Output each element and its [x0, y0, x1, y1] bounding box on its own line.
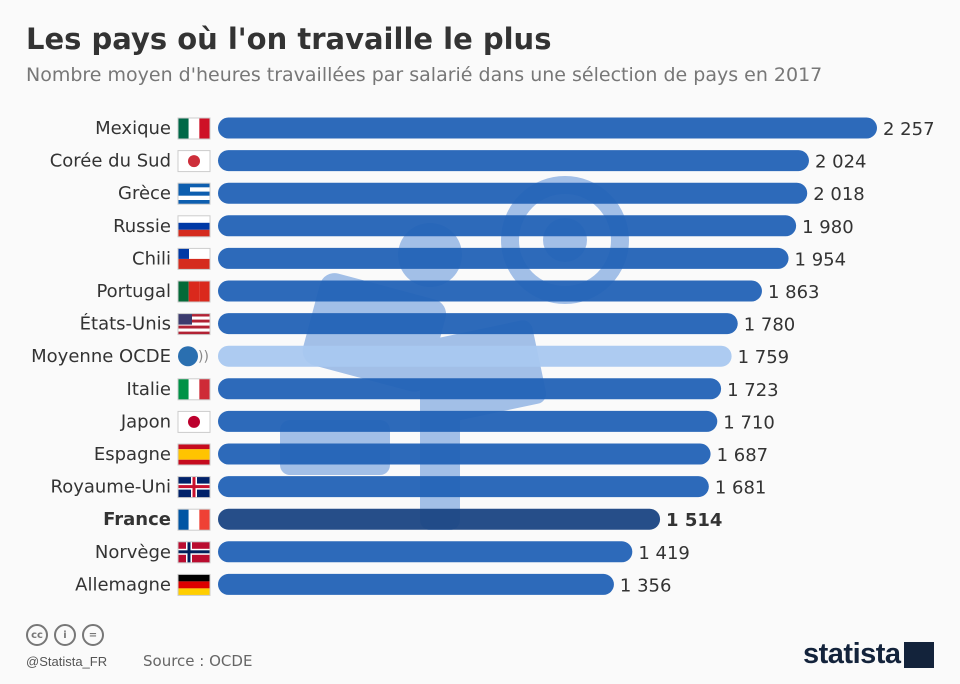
value-label: 1 780 [744, 315, 796, 336]
bar [218, 410, 718, 432]
bar [218, 476, 709, 498]
bar [218, 378, 722, 400]
value-label: 1 863 [768, 282, 820, 303]
flag-icon: )) [178, 346, 209, 367]
bar-row: Moyenne OCDE)) 1 759 [31, 345, 790, 368]
chart-title: Les pays où l'on travaille le plus [26, 22, 552, 56]
value-label: 1 954 [795, 249, 847, 270]
category-label: Russie [113, 216, 171, 237]
value-label: 1 980 [802, 217, 854, 238]
category-label: Chili [132, 248, 171, 269]
flag-icon [177, 573, 211, 596]
bar-row: Portugal 1 863 [96, 280, 820, 303]
category-label: Italie [127, 379, 171, 400]
category-label: Moyenne OCDE [31, 346, 171, 367]
bar [218, 443, 711, 465]
flag-icon [177, 182, 211, 205]
value-label: 1 710 [723, 412, 775, 433]
flag-icon [177, 443, 211, 466]
bar [218, 247, 789, 269]
bar-row: Grèce 2 018 [118, 182, 865, 205]
flag-icon [177, 117, 211, 140]
value-label: 2 257 [883, 119, 935, 140]
bar-row: Japon 1 710 [120, 410, 775, 433]
bar-row: Chili 1 954 [132, 247, 847, 270]
bar [218, 215, 797, 237]
bar-row: Royaume-Uni 1 681 [51, 476, 767, 499]
value-label: 1 723 [727, 380, 779, 401]
bar [218, 508, 661, 530]
statista-logo[interactable]: statista [803, 638, 901, 670]
cc-icon: cc [26, 624, 48, 646]
bar [218, 150, 809, 172]
value-label: 1 681 [715, 478, 767, 499]
flag-icon [177, 280, 211, 303]
value-label: 1 356 [620, 575, 672, 596]
bar-row: Allemagne 1 356 [75, 573, 672, 596]
category-label: Japon [120, 411, 171, 432]
bar-row: France 1 514 [103, 508, 722, 531]
bar-row: Mexique 2 257 [95, 117, 935, 140]
bar-row: Espagne 1 687 [94, 443, 769, 466]
license-icons: cc i = [26, 624, 104, 646]
flag-icon [177, 378, 211, 401]
bar-row: Russie 1 980 [113, 215, 854, 238]
statista-logo-mark [904, 642, 934, 668]
bar [218, 541, 633, 563]
bar [218, 345, 732, 367]
bar-row: Corée du Sud 2 024 [50, 150, 867, 173]
source-note: Source : OCDE [143, 652, 253, 670]
category-label: Corée du Sud [50, 151, 171, 172]
twitter-handle[interactable]: @Statista_FR [26, 654, 108, 669]
value-label: 1 687 [717, 445, 769, 466]
bar [218, 313, 738, 335]
category-label: Allemagne [75, 574, 171, 595]
bar [218, 573, 614, 595]
bar [218, 117, 877, 139]
category-label: Grèce [118, 183, 171, 204]
bar-row: Italie 1 723 [127, 378, 779, 401]
flag-icon [177, 508, 211, 531]
nd-icon: = [82, 624, 104, 646]
value-label: 2 024 [815, 152, 867, 173]
value-label: 2 018 [813, 184, 865, 205]
category-label: Portugal [96, 281, 171, 302]
bar-row: Norvège 1 419 [95, 541, 690, 564]
bar [218, 182, 808, 204]
flag-icon [177, 410, 211, 433]
chart-subtitle: Nombre moyen d'heures travaillées par sa… [26, 64, 823, 86]
flag-icon [177, 247, 211, 270]
category-label: Mexique [95, 118, 171, 139]
flag-icon [177, 476, 211, 499]
category-label: France [103, 509, 171, 530]
flag-icon [177, 541, 211, 564]
flag-icon [177, 313, 211, 336]
category-label: États-Unis [80, 313, 171, 335]
category-label: Espagne [94, 444, 171, 465]
value-label: 1 514 [666, 510, 722, 531]
bar-row: États-Unis 1 780 [80, 313, 796, 336]
value-label: 1 759 [738, 347, 790, 368]
value-label: 1 419 [638, 543, 690, 564]
by-icon: i [54, 624, 76, 646]
flag-icon [177, 150, 211, 173]
category-label: Norvège [95, 542, 171, 563]
flag-icon [177, 215, 211, 238]
svg-text:)): )) [198, 349, 209, 365]
category-label: Royaume-Uni [51, 477, 172, 498]
bar [218, 280, 762, 302]
